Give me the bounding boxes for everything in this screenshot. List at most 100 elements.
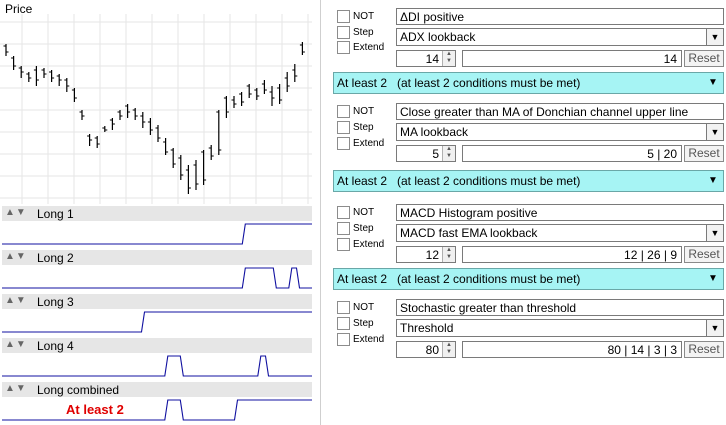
- panel-label: Long 4: [37, 339, 74, 353]
- chevron-down-icon[interactable]: ▼: [706, 320, 723, 336]
- extend-label: Extend: [353, 239, 385, 250]
- not-label: NOT: [353, 302, 375, 313]
- step-checkbox[interactable]: [337, 26, 350, 39]
- param-select[interactable]: Threshold ▼: [396, 319, 724, 337]
- step-checkbox[interactable]: [337, 121, 350, 134]
- param-spinner[interactable]: 80 ▲ ▼: [396, 341, 456, 358]
- panel-label: Long 3: [37, 295, 74, 309]
- signal-plot: [2, 223, 312, 245]
- extend-label: Extend: [353, 138, 385, 149]
- param-select[interactable]: ADX lookback ▼: [396, 28, 724, 46]
- spinner-value: 14: [425, 52, 439, 66]
- price-bar: [140, 112, 146, 128]
- signal-line: [2, 355, 312, 377]
- price-bar: [299, 42, 305, 55]
- price-bar: [284, 72, 290, 92]
- spinner-value: 12: [425, 248, 439, 262]
- not-checkbox[interactable]: [337, 105, 350, 118]
- price-bar: [79, 110, 85, 120]
- spinner-value: 80: [425, 343, 439, 357]
- panel-label: Long 1: [37, 207, 74, 221]
- price-bar: [11, 56, 17, 70]
- param-select-value: MACD fast EMA lookback: [400, 226, 538, 240]
- condition-name-field[interactable]: MACD Histogram positive: [396, 204, 724, 221]
- not-label: NOT: [353, 11, 375, 22]
- price-bar: [33, 66, 39, 86]
- charts-pane: Price ▲▼ Long 1 ▲▼ Long 2 ▲▼ Long 3 ▲▼ L…: [0, 0, 318, 425]
- step-label: Step: [353, 27, 374, 38]
- panel-move-arrows[interactable]: ▲▼: [5, 251, 27, 262]
- reset-button[interactable]: Reset: [684, 50, 724, 67]
- param-select[interactable]: MACD fast EMA lookback ▼: [396, 224, 724, 242]
- extend-checkbox[interactable]: [337, 137, 350, 150]
- combiner-mode: At least 2: [337, 174, 388, 188]
- spinner-arrows-icon[interactable]: ▲ ▼: [442, 51, 455, 66]
- combiner-description: (at least 2 conditions must be met): [397, 272, 581, 286]
- panel-header: [2, 294, 312, 309]
- not-checkbox[interactable]: [337, 206, 350, 219]
- pane-splitter[interactable]: [320, 0, 321, 425]
- param-spinner[interactable]: 5 ▲ ▼: [396, 145, 456, 162]
- price-bar: [246, 84, 252, 98]
- panel-header: [2, 206, 312, 221]
- price-bar: [292, 64, 298, 82]
- price-bar: [277, 84, 283, 104]
- chevron-down-icon[interactable]: ▼: [706, 124, 723, 140]
- chevron-down-icon[interactable]: ▼: [706, 29, 723, 45]
- extend-checkbox[interactable]: [337, 41, 350, 54]
- condition-name-field[interactable]: Close greater than MA of Donchian channe…: [396, 103, 724, 120]
- reset-button[interactable]: Reset: [684, 246, 724, 263]
- price-bar: [170, 148, 176, 168]
- step-checkbox[interactable]: [337, 317, 350, 330]
- param-select[interactable]: MA lookback ▼: [396, 123, 724, 141]
- extend-checkbox[interactable]: [337, 333, 350, 346]
- price-bar: [269, 86, 275, 106]
- chevron-down-icon[interactable]: ▼: [706, 225, 723, 241]
- panel-move-arrows[interactable]: ▲▼: [5, 339, 27, 350]
- params-text-field[interactable]: 12 | 26 | 9: [462, 246, 682, 263]
- price-bar: [231, 96, 237, 108]
- price-bar: [223, 96, 229, 118]
- price-bar: [147, 118, 153, 135]
- spinner-arrows-icon[interactable]: ▲ ▼: [442, 146, 455, 161]
- reset-button[interactable]: Reset: [684, 341, 724, 358]
- condition-name-field[interactable]: Stochastic greater than threshold: [396, 299, 724, 316]
- condition-name-field[interactable]: ΔDI positive: [396, 8, 724, 25]
- spinner-arrows-icon[interactable]: ▲ ▼: [442, 342, 455, 357]
- not-checkbox[interactable]: [337, 301, 350, 314]
- step-checkbox[interactable]: [337, 222, 350, 235]
- not-label: NOT: [353, 106, 375, 117]
- signal-line: [2, 399, 312, 421]
- reset-button[interactable]: Reset: [684, 145, 724, 162]
- combiner-select-1[interactable]: At least 2 (at least 2 conditions must b…: [333, 72, 724, 94]
- param-spinner[interactable]: 12 ▲ ▼: [396, 246, 456, 263]
- panel-header: [2, 250, 312, 265]
- panel-move-arrows[interactable]: ▲▼: [5, 383, 27, 394]
- combiner-select-3[interactable]: At least 2 (at least 2 conditions must b…: [333, 268, 724, 290]
- price-bar: [216, 110, 222, 155]
- panel-move-arrows[interactable]: ▲▼: [5, 295, 27, 306]
- price-bar: [109, 118, 115, 130]
- chevron-down-icon[interactable]: ▼: [708, 77, 718, 88]
- params-text-field[interactable]: 5 | 20: [462, 145, 682, 162]
- chevron-down-icon[interactable]: ▼: [708, 175, 718, 186]
- panel-label: Long combined: [37, 383, 120, 397]
- chevron-down-icon[interactable]: ▼: [708, 273, 718, 284]
- price-bar: [94, 136, 100, 148]
- price-bar: [155, 125, 161, 142]
- combiner-description: (at least 2 conditions must be met): [397, 174, 581, 188]
- price-bar: [239, 92, 245, 106]
- extend-checkbox[interactable]: [337, 238, 350, 251]
- not-checkbox[interactable]: [337, 10, 350, 23]
- panel-move-arrows[interactable]: ▲▼: [5, 207, 27, 218]
- panel-header: [2, 338, 312, 353]
- params-text-field[interactable]: 14: [462, 50, 682, 67]
- combiner-select-2[interactable]: At least 2 (at least 2 conditions must b…: [333, 170, 724, 192]
- signal-plot: [2, 399, 312, 421]
- params-text-field[interactable]: 80 | 14 | 3 | 3: [462, 341, 682, 358]
- signal-line: [2, 311, 312, 333]
- step-label: Step: [353, 223, 374, 234]
- spinner-arrows-icon[interactable]: ▲ ▼: [442, 247, 455, 262]
- param-spinner[interactable]: 14 ▲ ▼: [396, 50, 456, 67]
- combiner-description: (at least 2 conditions must be met): [397, 76, 581, 90]
